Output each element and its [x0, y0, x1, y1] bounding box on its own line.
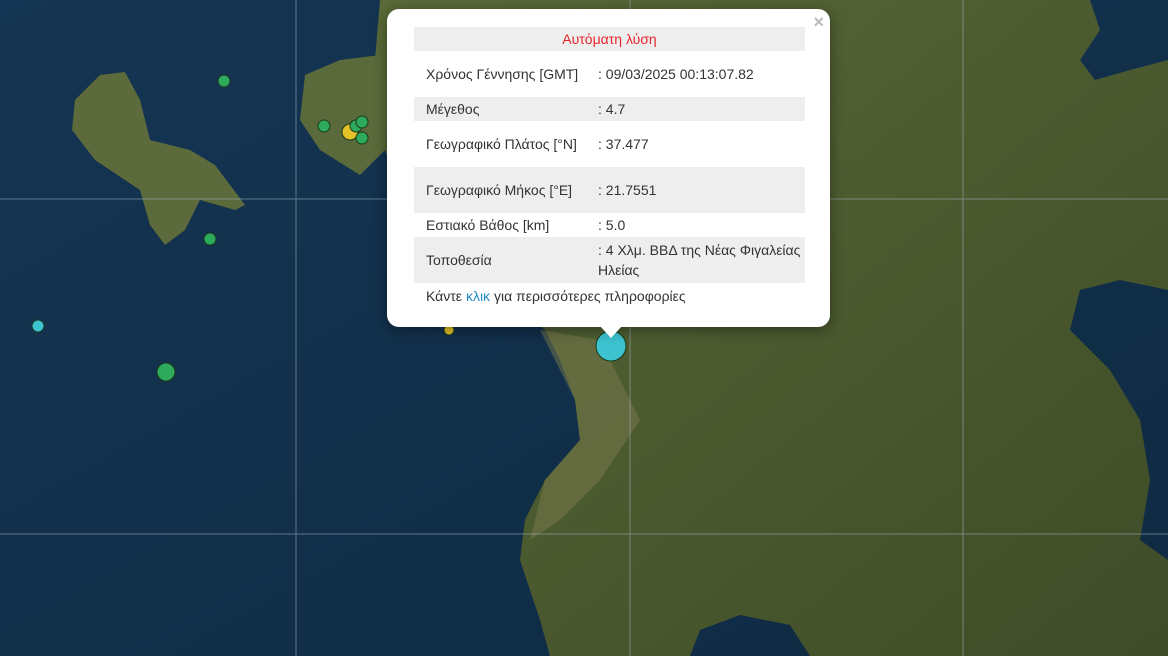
row-label: Τοποθεσία — [426, 252, 492, 268]
row-label: Χρόνος Γέννησης [GMT] — [426, 66, 579, 82]
table-row: Γεωγραφικό Μήκος [°E] : 21.7551 — [414, 167, 805, 213]
earthquake-marker[interactable] — [317, 119, 331, 133]
earthquake-info-popup: × Αυτόματη λύση Χρόνος Γέννησης [GMT] : 0… — [387, 9, 830, 327]
zakynthos-island — [72, 72, 245, 245]
earthquake-marker[interactable] — [31, 319, 45, 333]
row-value: : 21.7551 — [598, 182, 657, 198]
earthquake-marker[interactable] — [355, 131, 369, 145]
row-value: : 4.7 — [598, 101, 626, 117]
more-prefix: Κάντε — [426, 288, 463, 304]
earthquake-marker[interactable] — [203, 232, 217, 246]
row-label: Μέγεθος — [426, 101, 480, 117]
earthquake-marker[interactable] — [156, 362, 176, 382]
earthquake-marker[interactable] — [355, 115, 369, 129]
row-label: Γεωγραφικό Πλάτος [°N] — [426, 136, 577, 152]
more-suffix: για περισσότερες πληροφορίες — [493, 288, 686, 304]
close-icon[interactable]: × — [813, 12, 824, 32]
peninsula — [300, 55, 390, 175]
row-label: Εστιακό Βάθος [km] — [426, 217, 550, 233]
earthquake-details-table: Αυτόματη λύση Χρόνος Γέννησης [GMT] : 09/… — [414, 27, 805, 283]
row-value: : 5.0 — [598, 217, 626, 233]
coastal-plain — [530, 330, 640, 540]
table-row: Τοποθεσία : 4 Χλμ. ΒΒΔ της Νέας Φιγαλείας… — [414, 237, 805, 283]
row-value: : 09/03/2025 00:13:07.82 — [598, 66, 754, 82]
table-row: Χρόνος Γέννησης [GMT] : 09/03/2025 00:13:… — [414, 51, 805, 97]
earthquake-marker[interactable] — [217, 74, 231, 88]
more-info-link[interactable]: κλικ — [465, 288, 491, 304]
table-row: Μέγεθος : 4.7 — [414, 97, 805, 121]
popup-tip — [600, 326, 622, 338]
popup-title: Αυτόματη λύση — [562, 31, 657, 47]
table-row: Εστιακό Βάθος [km] : 5.0 — [414, 213, 805, 237]
row-value: : 37.477 — [598, 136, 649, 152]
row-value: : 4 Χλμ. ΒΒΔ της Νέας Φιγαλείας Ηλείας — [598, 242, 801, 278]
row-label: Γεωγραφικό Μήκος [°E] — [426, 182, 573, 198]
more-info-text: Κάντε κλικ για περισσότερες πληροφορίες — [426, 288, 686, 304]
table-row: Γεωγραφικό Πλάτος [°N] : 37.477 — [414, 121, 805, 167]
